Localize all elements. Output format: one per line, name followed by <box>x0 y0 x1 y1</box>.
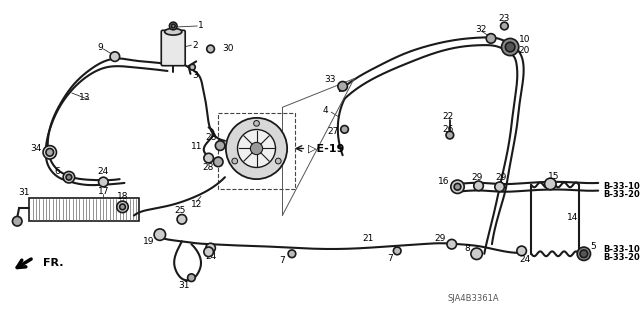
Text: FR.: FR. <box>43 258 63 268</box>
Circle shape <box>66 174 72 180</box>
Circle shape <box>43 145 56 159</box>
Text: 20: 20 <box>519 46 530 56</box>
Text: 2: 2 <box>193 41 198 50</box>
Circle shape <box>213 157 223 167</box>
Circle shape <box>154 229 166 241</box>
Circle shape <box>46 148 54 156</box>
Circle shape <box>486 33 496 43</box>
Circle shape <box>116 201 128 213</box>
Text: 27: 27 <box>328 127 339 136</box>
Text: 9: 9 <box>98 42 104 52</box>
Circle shape <box>206 243 215 253</box>
Text: 13: 13 <box>79 93 90 102</box>
Circle shape <box>580 250 588 258</box>
Circle shape <box>237 130 275 167</box>
Circle shape <box>232 158 237 164</box>
Text: 7: 7 <box>280 256 285 265</box>
Text: 14: 14 <box>566 213 578 222</box>
Circle shape <box>517 246 527 256</box>
Text: 25: 25 <box>174 206 186 215</box>
Circle shape <box>204 247 213 257</box>
Circle shape <box>545 178 556 190</box>
Text: 33: 33 <box>324 75 336 84</box>
Text: 18: 18 <box>116 192 128 201</box>
Circle shape <box>471 248 483 260</box>
Text: 7: 7 <box>388 254 394 263</box>
Text: 5: 5 <box>591 241 596 251</box>
Text: 30: 30 <box>222 44 234 54</box>
Text: 31: 31 <box>18 188 29 197</box>
Ellipse shape <box>164 28 182 35</box>
Text: 16: 16 <box>438 176 450 186</box>
Text: 10: 10 <box>519 35 531 44</box>
Circle shape <box>500 22 508 30</box>
Text: 32: 32 <box>475 25 486 34</box>
Circle shape <box>340 125 348 133</box>
Circle shape <box>120 204 125 210</box>
Circle shape <box>12 217 22 226</box>
Text: 12: 12 <box>191 200 202 210</box>
Bar <box>29 198 139 221</box>
Circle shape <box>495 182 504 192</box>
FancyBboxPatch shape <box>161 30 185 66</box>
Text: 3: 3 <box>193 71 198 80</box>
Text: SJA4B3361A: SJA4B3361A <box>448 294 500 303</box>
Circle shape <box>172 24 175 28</box>
Circle shape <box>447 240 456 249</box>
Circle shape <box>288 250 296 258</box>
Text: 28: 28 <box>202 163 213 172</box>
Text: 24: 24 <box>205 252 216 261</box>
Circle shape <box>250 142 262 155</box>
Text: 15: 15 <box>547 172 559 181</box>
Text: 1: 1 <box>198 21 204 31</box>
Text: 31: 31 <box>178 281 189 290</box>
Text: 21: 21 <box>363 234 374 243</box>
Circle shape <box>226 118 287 179</box>
Text: 6: 6 <box>54 167 60 176</box>
Text: B-33-20: B-33-20 <box>603 190 640 199</box>
Circle shape <box>189 64 195 70</box>
Circle shape <box>474 181 483 191</box>
Text: 29: 29 <box>471 173 483 182</box>
Circle shape <box>188 274 195 282</box>
Circle shape <box>502 38 519 56</box>
Circle shape <box>506 42 515 52</box>
Text: B-33-10: B-33-10 <box>603 245 640 255</box>
Text: 17: 17 <box>98 187 109 196</box>
Circle shape <box>253 121 259 126</box>
Circle shape <box>338 81 348 91</box>
Text: 11: 11 <box>191 142 203 151</box>
Text: 8: 8 <box>464 243 470 253</box>
Circle shape <box>207 45 214 53</box>
Circle shape <box>215 141 225 150</box>
Circle shape <box>394 247 401 255</box>
Circle shape <box>451 180 464 194</box>
Text: 24: 24 <box>519 255 530 264</box>
Circle shape <box>204 153 213 163</box>
Circle shape <box>110 52 120 61</box>
Circle shape <box>454 183 461 190</box>
Circle shape <box>99 177 108 187</box>
Circle shape <box>170 22 177 30</box>
Text: ▷E-19: ▷E-19 <box>308 144 344 153</box>
Text: 23: 23 <box>499 14 510 23</box>
Circle shape <box>577 247 591 261</box>
Circle shape <box>446 131 454 139</box>
Text: B-33-20: B-33-20 <box>603 253 640 262</box>
Bar <box>218 113 295 189</box>
Text: 24: 24 <box>98 167 109 176</box>
Circle shape <box>63 172 75 183</box>
Circle shape <box>275 158 281 164</box>
Text: 29: 29 <box>496 173 508 182</box>
Text: 19: 19 <box>143 237 154 246</box>
Text: 28: 28 <box>205 133 216 143</box>
Text: 26: 26 <box>442 125 454 134</box>
Circle shape <box>177 215 187 224</box>
Text: 22: 22 <box>442 112 454 122</box>
Text: B-33-10: B-33-10 <box>603 182 640 191</box>
Text: 4: 4 <box>323 106 328 115</box>
Text: 29: 29 <box>435 234 446 243</box>
Text: 34: 34 <box>31 144 42 153</box>
